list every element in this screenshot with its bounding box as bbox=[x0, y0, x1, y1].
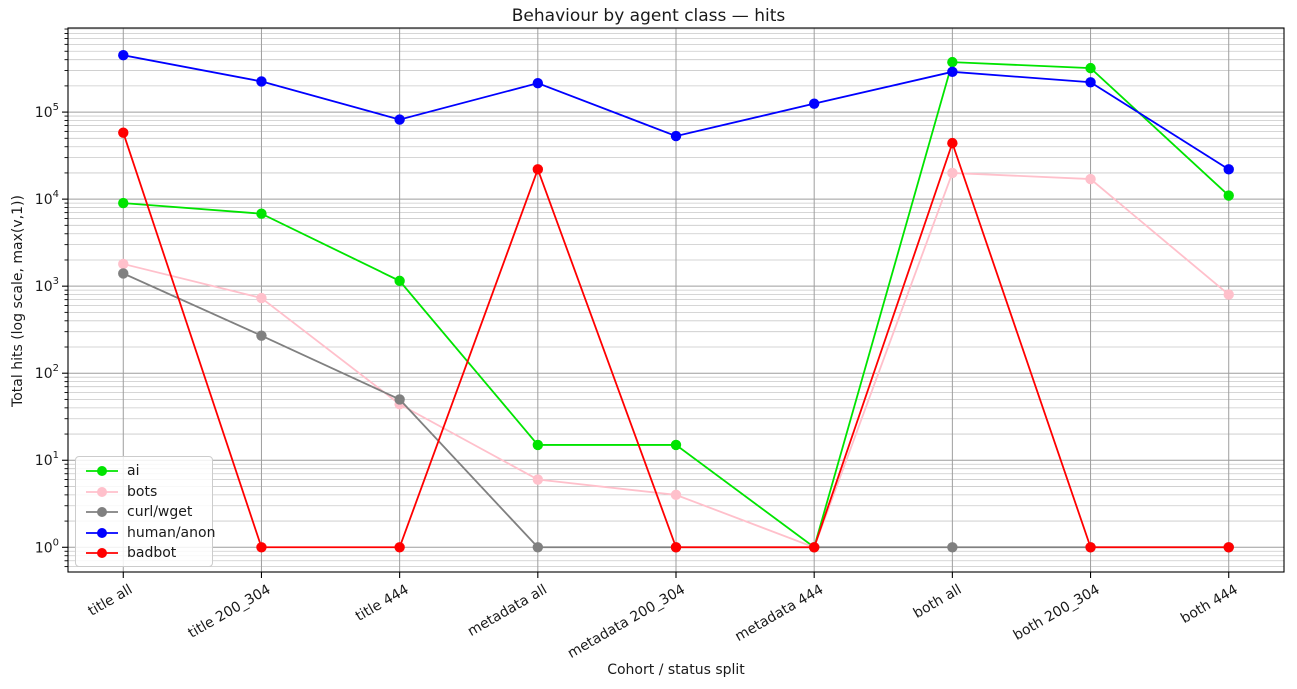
data-point-human-anon bbox=[118, 50, 129, 61]
data-point-curl-wget bbox=[394, 394, 405, 405]
legend-marker-icon bbox=[86, 527, 118, 538]
data-point-bots bbox=[118, 258, 129, 270]
data-point-human-anon bbox=[532, 77, 544, 89]
x-tick-label: metadata 444 bbox=[732, 582, 826, 645]
y-tick-label: 101 bbox=[35, 450, 59, 469]
data-point-human-anon bbox=[1223, 164, 1234, 175]
data-point-human-anon bbox=[394, 114, 405, 125]
x-tick-label: title 200_304 bbox=[186, 582, 274, 642]
data-point-badbot bbox=[670, 542, 682, 553]
data-point-curl-wget bbox=[947, 542, 958, 553]
legend-label: human/anon bbox=[127, 524, 216, 541]
legend-item-badbot: badbot bbox=[76, 543, 212, 564]
x-tick-label: title all bbox=[86, 582, 136, 620]
y-tick-label: 104 bbox=[35, 189, 59, 208]
x-axis-label: Cohort / status split bbox=[607, 662, 745, 678]
data-point-badbot bbox=[118, 127, 129, 138]
legend-item-curl-wget: curl/wget bbox=[76, 502, 212, 523]
data-point-human-anon bbox=[256, 76, 267, 87]
data-point-ai bbox=[1223, 190, 1234, 201]
data-point-bots bbox=[1085, 173, 1096, 185]
x-tick-label: both all bbox=[911, 582, 965, 622]
data-point-ai bbox=[1085, 62, 1096, 74]
legend-marker-icon bbox=[86, 466, 118, 477]
data-point-badbot bbox=[394, 542, 405, 553]
x-tick-label: both 444 bbox=[1178, 582, 1241, 627]
data-point-ai bbox=[532, 439, 544, 451]
data-point-human-anon bbox=[1085, 77, 1096, 88]
data-point-human-anon bbox=[808, 98, 820, 109]
x-tick-label: metadata all bbox=[465, 582, 550, 640]
legend-label: curl/wget bbox=[127, 504, 193, 521]
y-tick-label: 102 bbox=[35, 363, 59, 382]
data-point-ai bbox=[670, 439, 682, 451]
x-tick-label: metadata 200_304 bbox=[565, 582, 688, 662]
data-point-curl-wget bbox=[118, 268, 129, 279]
data-point-badbot bbox=[256, 542, 267, 553]
data-point-bots bbox=[532, 474, 544, 485]
data-point-curl-wget bbox=[256, 330, 267, 341]
legend-item-bots: bots bbox=[76, 482, 212, 503]
x-tick-label: title 444 bbox=[353, 582, 412, 625]
legend-item-ai: ai bbox=[76, 461, 212, 482]
legend-marker-icon bbox=[86, 507, 118, 518]
data-point-human-anon bbox=[947, 66, 958, 78]
data-point-badbot bbox=[947, 137, 958, 149]
data-point-bots bbox=[256, 292, 267, 304]
data-point-badbot bbox=[532, 164, 544, 175]
data-point-curl-wget bbox=[532, 542, 544, 553]
chart-title: Behaviour by agent class — hits bbox=[511, 6, 786, 26]
data-point-badbot bbox=[1223, 542, 1234, 553]
data-point-ai bbox=[394, 275, 405, 287]
y-tick-label: 100 bbox=[35, 537, 59, 556]
legend-label: ai bbox=[127, 463, 140, 480]
legend-marker-icon bbox=[86, 548, 118, 559]
y-tick-label: 105 bbox=[35, 102, 59, 121]
y-tick-label: 103 bbox=[35, 276, 59, 295]
data-point-badbot bbox=[808, 542, 820, 553]
legend: ai bots curl/wget human/anon badbot bbox=[75, 456, 216, 567]
data-point-ai bbox=[947, 56, 958, 68]
data-point-bots bbox=[947, 167, 958, 179]
data-point-ai bbox=[256, 208, 267, 219]
data-point-badbot bbox=[1085, 542, 1096, 553]
data-point-bots bbox=[670, 489, 682, 501]
legend-marker-icon bbox=[86, 486, 118, 497]
data-point-ai bbox=[118, 197, 129, 209]
data-point-bots bbox=[1223, 289, 1234, 300]
x-tick-label: both 200_304 bbox=[1011, 582, 1103, 644]
legend-label: bots bbox=[127, 483, 158, 500]
legend-item-human-anon: human/anon bbox=[76, 523, 216, 544]
data-point-human-anon bbox=[670, 130, 682, 142]
legend-label: badbot bbox=[127, 545, 177, 562]
